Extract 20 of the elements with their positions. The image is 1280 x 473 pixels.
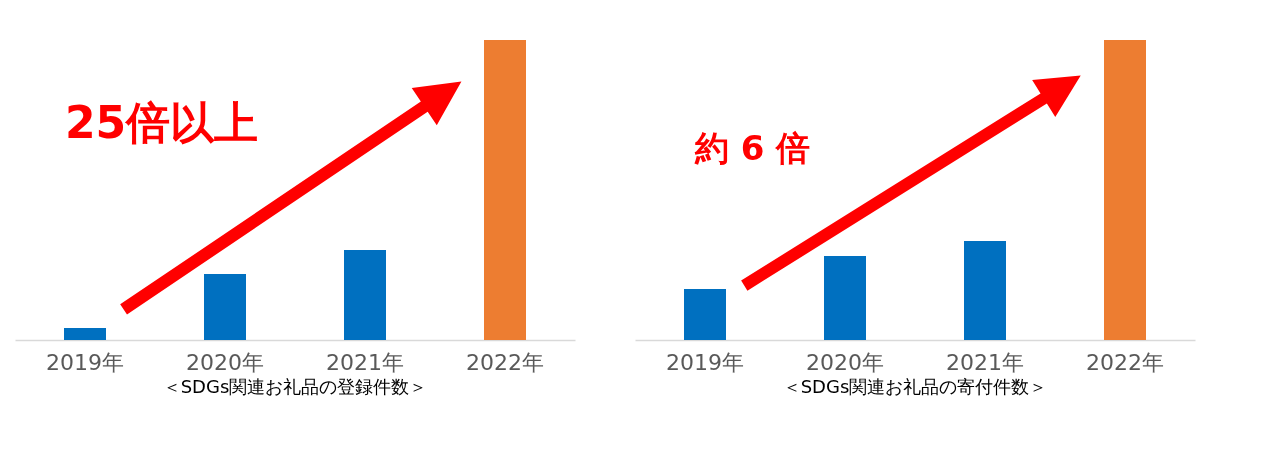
bar: [344, 250, 386, 340]
annotation: 25倍以上: [65, 97, 259, 148]
annotation: 約 6 倍: [694, 128, 811, 168]
bar: [964, 241, 1006, 340]
x-tick-label: 2019年: [46, 349, 124, 375]
bar: [484, 40, 526, 340]
bar: [204, 274, 246, 340]
x-tick-label: 2019年: [666, 349, 744, 375]
bar: [64, 328, 106, 340]
bar: [824, 256, 866, 340]
x-tick-label: 2020年: [186, 349, 264, 375]
text: ＜SDGs関連お礼品の登録件数＞: [162, 376, 428, 397]
text: ＜SDGs関連お礼品の寄付件数＞: [782, 376, 1048, 397]
bar: [684, 289, 726, 340]
x-tick-label: 2022年: [1086, 349, 1164, 375]
bar: [1104, 40, 1146, 340]
x-tick-label: 2020年: [806, 349, 884, 375]
x-tick-label: 2021年: [946, 349, 1024, 375]
x-tick-label: 2022年: [466, 349, 544, 375]
x-tick-label: 2021年: [326, 349, 404, 375]
